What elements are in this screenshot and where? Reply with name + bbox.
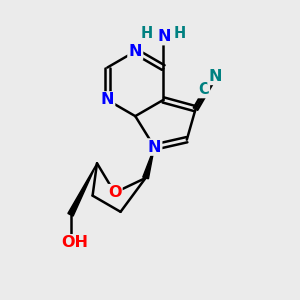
Text: N: N <box>148 140 161 154</box>
Text: N: N <box>208 69 222 84</box>
Text: N: N <box>128 44 142 59</box>
Text: C: C <box>198 82 209 97</box>
Polygon shape <box>143 147 154 179</box>
Text: N: N <box>158 29 172 44</box>
Polygon shape <box>68 163 97 216</box>
Text: H: H <box>173 26 186 40</box>
Text: N: N <box>100 92 114 107</box>
Text: O: O <box>108 185 122 200</box>
Text: H: H <box>141 26 153 40</box>
Text: OH: OH <box>61 235 88 250</box>
